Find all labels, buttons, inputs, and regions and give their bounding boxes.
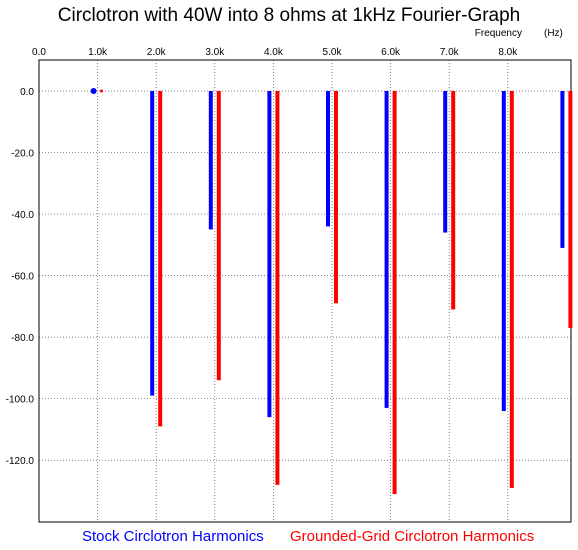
stock-harmonic-bar: [443, 91, 448, 233]
stock-harmonic-bar: [208, 91, 213, 230]
x-tick-label: 6.0k: [381, 47, 401, 58]
x-tick-label: 2.0k: [147, 47, 167, 58]
grounded-grid-harmonic-bar: [509, 91, 514, 488]
y-tick-labels: 0.0 -20.0 -40.0 -60.0 -80.0 -100.0 -120.0: [6, 87, 35, 467]
grounded-grid-harmonic-bar: [334, 91, 338, 304]
y-tick-label: -120.0: [6, 456, 35, 467]
y-tick-label: -20.0: [11, 149, 34, 160]
chart-title: Circlotron with 40W into 8 ohms at 1kHz …: [58, 5, 521, 26]
grid-lines: [39, 60, 571, 522]
grounded-grid-harmonic-bar: [568, 91, 573, 328]
grounded-grid-harmonic-bar: [158, 91, 163, 427]
grounded-grid-harmonic-bar: [216, 91, 221, 381]
legend-grounded-grid-harmonics: Grounded-Grid Circlotron Harmonics: [290, 528, 534, 545]
x-tick-label: 7.0k: [440, 47, 460, 58]
grounded-grid-harmonic-bar: [275, 91, 280, 485]
stock-harmonic-bar: [90, 88, 97, 94]
stock-harmonic-bar: [150, 91, 155, 396]
x-tick-labels: 0.0 1.0k 2.0k 3.0k 4.0k 5.0k 6.0k 7.0k 8.0k: [32, 47, 518, 58]
grounded-grid-harmonic-bar: [100, 89, 104, 93]
x-axis-label: Frequency: [475, 28, 522, 39]
grounded-grid-harmonic-bar: [392, 91, 397, 495]
y-tick-label: 0.0: [20, 87, 34, 98]
y-tick-label: -100.0: [6, 395, 35, 406]
stock-harmonic-bar: [267, 91, 272, 418]
harmonic-bars: [90, 88, 573, 495]
y-tick-label: -80.0: [11, 333, 34, 344]
x-tick-label: 3.0k: [205, 47, 225, 58]
plot-frame: [38, 59, 572, 523]
x-tick-label: 0.0: [32, 47, 46, 58]
stock-harmonic-bar: [501, 91, 506, 412]
x-tick-label: 1.0k: [88, 47, 108, 58]
stock-harmonic-bar: [384, 91, 389, 408]
y-tick-label: -60.0: [11, 272, 34, 283]
x-axis-unit: (Hz): [544, 28, 563, 39]
y-tick-label: -40.0: [11, 210, 34, 221]
x-tick-label: 5.0k: [323, 47, 343, 58]
stock-harmonic-bar: [326, 91, 330, 227]
stock-harmonic-bar: [560, 91, 565, 248]
grounded-grid-harmonic-bar: [451, 91, 456, 310]
legend-stock-harmonics: Stock Circlotron Harmonics: [82, 528, 264, 545]
x-tick-label: 8.0k: [498, 47, 518, 58]
x-tick-label: 4.0k: [264, 47, 284, 58]
